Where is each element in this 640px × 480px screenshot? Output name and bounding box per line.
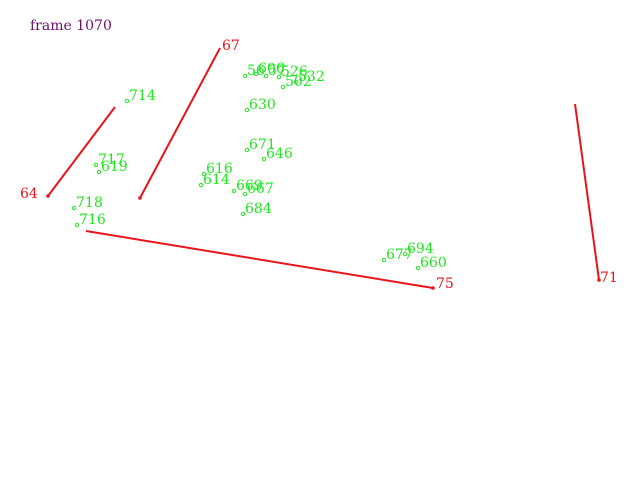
point-label-667: 667	[247, 181, 274, 197]
point-marker-717	[93, 162, 99, 168]
point-label-717: 717	[98, 152, 125, 168]
point-marker-669	[231, 188, 237, 194]
point-label-646: 646	[266, 146, 293, 162]
point-marker-667	[242, 191, 248, 197]
point-label-532: 532	[298, 69, 325, 85]
point-marker-526	[276, 74, 282, 80]
point-marker-716	[74, 222, 80, 228]
track-endpoint-75	[431, 286, 435, 290]
track-segment-75	[85, 230, 434, 289]
point-label-56: 56	[247, 63, 265, 79]
point-marker-694	[402, 251, 408, 257]
point-label-718: 718	[76, 195, 103, 211]
track-label-71: 71	[600, 270, 618, 286]
point-label-694: 694	[407, 241, 434, 257]
track-label-75: 75	[436, 276, 454, 292]
point-marker-630	[244, 107, 250, 113]
track-segment-67	[139, 47, 221, 199]
frame-label: frame 1070	[30, 18, 112, 34]
track-endpoint-67	[138, 196, 142, 200]
point-label-616: 616	[206, 161, 233, 177]
point-marker-57	[263, 73, 269, 79]
point-label-716: 716	[79, 212, 106, 228]
point-marker-646	[261, 156, 267, 162]
point-marker-502	[280, 84, 286, 90]
track-endpoint-71	[597, 278, 601, 282]
point-marker-616	[201, 171, 207, 177]
point-marker-660	[415, 265, 421, 271]
segments-layer: 64 67 75 71	[20, 38, 618, 292]
point-label-526: 526	[281, 64, 308, 80]
point-marker-614	[198, 182, 204, 188]
point-label-677: 677	[386, 247, 413, 263]
track-endpoint-64	[46, 194, 50, 198]
point-marker-56	[242, 73, 248, 79]
point-marker-677	[381, 257, 387, 263]
point-label-614: 614	[203, 172, 230, 188]
point-marker-714	[124, 98, 130, 104]
point-marker-619	[96, 169, 102, 175]
track-label-67: 67	[222, 38, 240, 54]
point-label-619: 619	[101, 159, 128, 175]
point-label-684: 684	[245, 201, 272, 217]
point-label-606: 606	[258, 61, 285, 77]
point-label-57: 57	[268, 63, 286, 79]
track-label-64: 64	[20, 186, 38, 202]
point-label-660: 660	[420, 255, 447, 271]
track-segment-71	[574, 103, 600, 281]
point-label-630: 630	[249, 97, 276, 113]
track-segment-64	[47, 106, 116, 197]
point-label-502: 502	[285, 74, 312, 90]
point-marker-684	[240, 211, 246, 217]
point-label-714: 714	[129, 88, 156, 104]
point-label-671: 671	[249, 137, 276, 153]
point-marker-671	[244, 147, 250, 153]
point-label-669: 669	[236, 178, 263, 194]
point-marker-718	[71, 205, 77, 211]
point-marker-606	[253, 71, 259, 77]
point-marker-532	[293, 79, 299, 85]
